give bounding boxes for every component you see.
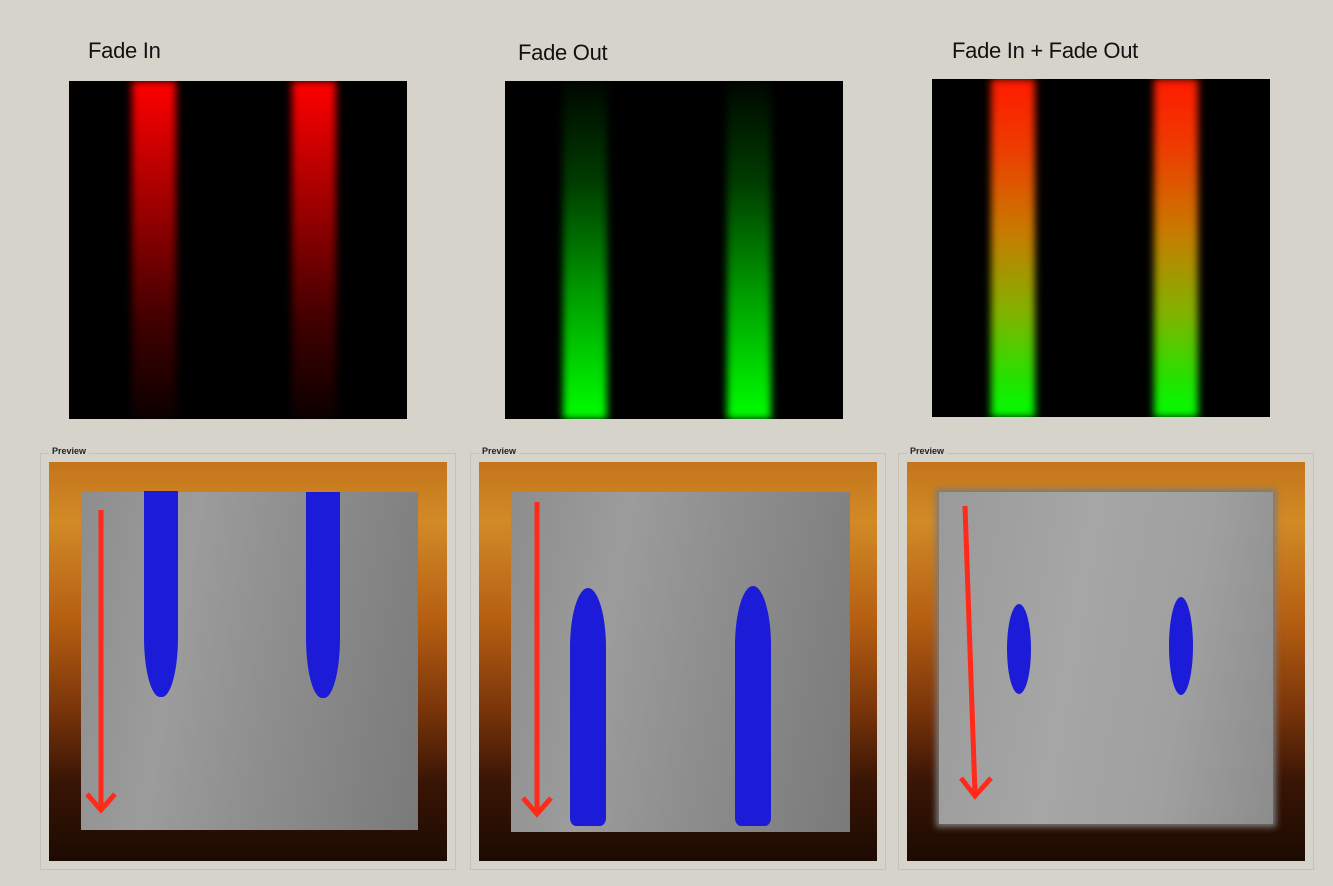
preview-plane — [939, 492, 1273, 824]
fade-in-fade-out-texture — [932, 79, 1270, 417]
down-arrow-icon — [85, 510, 117, 814]
particle-blob-right — [1169, 597, 1193, 695]
particle-trail-left — [570, 588, 606, 826]
preview-plane — [81, 492, 418, 830]
fade-in-texture — [69, 81, 407, 419]
preview-label: Preview — [479, 446, 520, 456]
particle-trail-right — [306, 492, 340, 698]
fade-both-stripe-left — [991, 79, 1035, 417]
panel-title-fade-out: Fade Out — [518, 40, 608, 65]
preview-panel-fade-in-fade-out: Preview — [898, 446, 1314, 870]
fade-out-stripe-right — [727, 81, 771, 419]
particle-blob-left — [1007, 604, 1031, 694]
preview-label: Preview — [49, 446, 90, 456]
particle-trail-right — [735, 586, 771, 826]
down-arrow-icon — [521, 502, 553, 818]
preview-plane — [511, 492, 850, 832]
preview-panel-fade-in: Preview — [40, 446, 456, 870]
preview-scene — [49, 462, 447, 861]
preview-label: Preview — [907, 446, 948, 456]
preview-scene — [479, 462, 877, 861]
panel-title-fade-in-fade-out: Fade In + Fade Out — [952, 38, 1138, 63]
preview-panel-fade-out: Preview — [470, 446, 886, 870]
down-arrow-icon — [959, 505, 993, 800]
particle-trail-left — [144, 491, 178, 697]
preview-scene — [907, 462, 1305, 861]
panel-title-fade-in: Fade In — [88, 38, 161, 63]
fade-both-stripe-right — [1154, 79, 1198, 417]
fade-in-stripe-right — [292, 81, 336, 419]
fade-in-stripe-left — [132, 81, 176, 419]
fade-out-texture — [505, 81, 843, 419]
fade-out-stripe-left — [563, 81, 607, 419]
